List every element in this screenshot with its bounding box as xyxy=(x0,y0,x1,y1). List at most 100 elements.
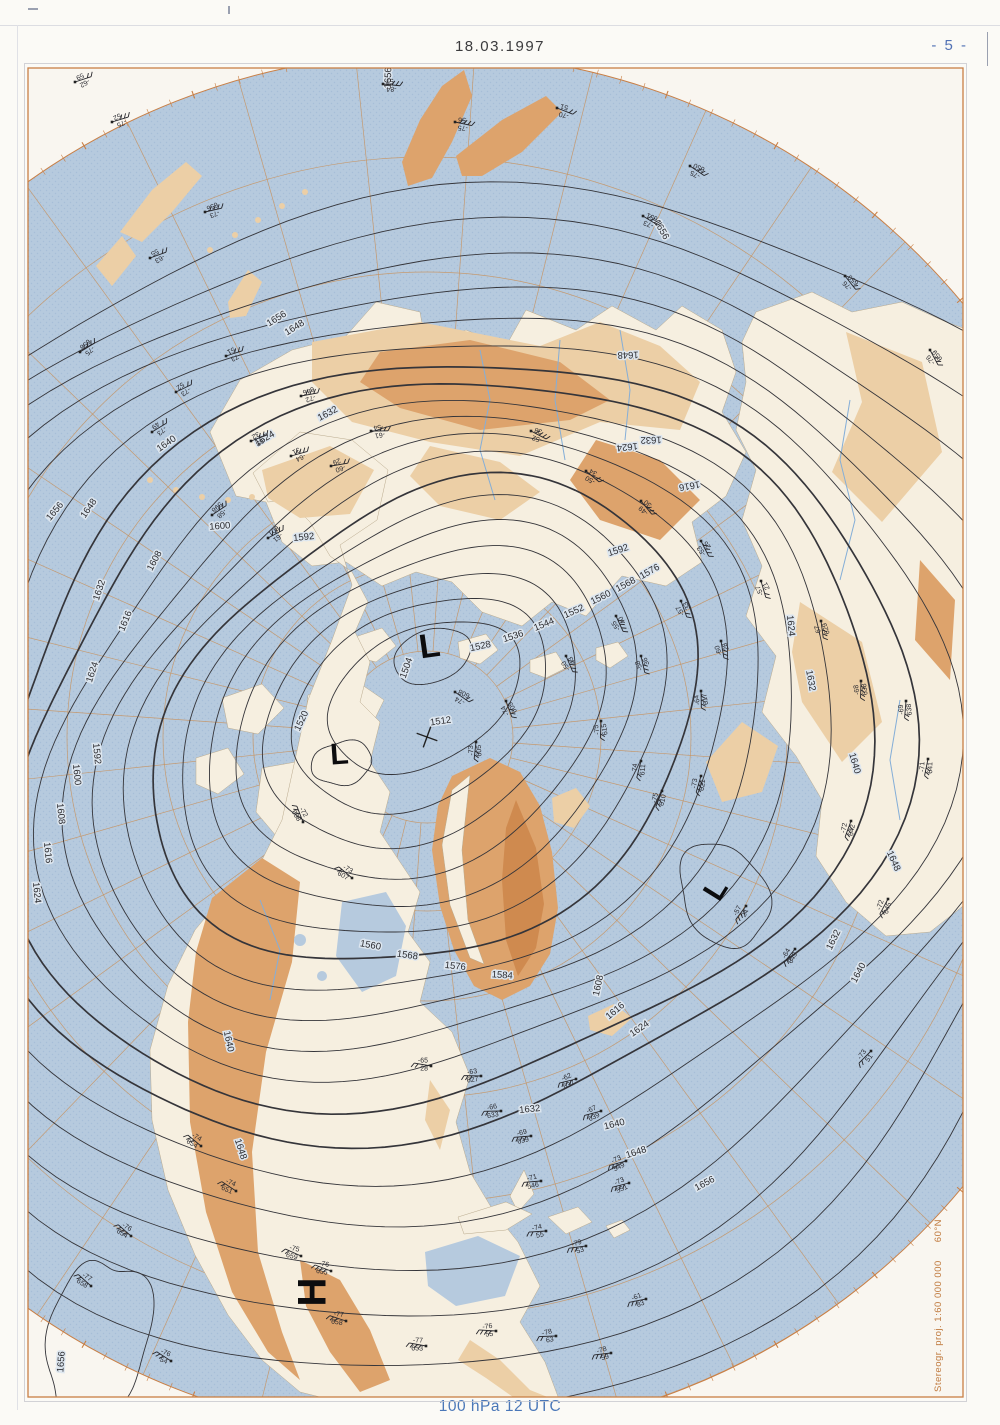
contour-closed-high xyxy=(44,1259,155,1397)
land-cuba xyxy=(457,1201,533,1235)
svg-text:-75: -75 xyxy=(689,169,701,180)
svg-text:-78: -78 xyxy=(596,1346,608,1356)
svg-text:655: 655 xyxy=(315,1268,328,1277)
contour-label-1600: 1600 xyxy=(70,764,83,786)
contour-label-1576: 1576 xyxy=(444,960,466,973)
contour-1552 xyxy=(182,494,668,933)
contour-1512 xyxy=(326,621,521,775)
svg-text:-67: -67 xyxy=(814,624,824,636)
svg-text:30: 30 xyxy=(643,498,654,508)
contour-1632 xyxy=(28,286,963,1271)
svg-text:-76: -76 xyxy=(925,353,937,365)
contour-1576 xyxy=(91,432,759,1022)
svg-text:-74: -74 xyxy=(190,1132,202,1143)
station-plot: -74 611 xyxy=(632,759,647,782)
contour-label-1656: 1656 xyxy=(55,1351,67,1373)
svg-text:-67: -67 xyxy=(586,1105,598,1116)
svg-text:610: 610 xyxy=(659,794,668,807)
svg-text:31: 31 xyxy=(291,445,301,455)
svg-text:43: 43 xyxy=(567,655,577,665)
svg-text:658: 658 xyxy=(331,1318,344,1327)
svg-text:-63: -63 xyxy=(153,253,165,264)
svg-text:-69: -69 xyxy=(898,704,906,715)
svg-text:639: 639 xyxy=(517,1136,530,1146)
svg-text:83: 83 xyxy=(636,1300,646,1309)
svg-text:-57: -57 xyxy=(675,604,686,616)
svg-text:608: 608 xyxy=(457,687,471,698)
svg-text:-75: -75 xyxy=(651,792,660,803)
registration-mark xyxy=(987,32,988,66)
svg-text:642: 642 xyxy=(848,824,857,837)
svg-text:-76: -76 xyxy=(121,1222,133,1233)
svg-text:-74: -74 xyxy=(454,695,466,706)
contour-1504 xyxy=(393,627,472,686)
svg-text:49: 49 xyxy=(150,420,161,430)
svg-text:-70: -70 xyxy=(558,110,569,119)
land-svalbard xyxy=(552,788,590,828)
land-novaya-zemlya xyxy=(706,722,778,802)
svg-text:-65: -65 xyxy=(254,436,266,447)
gulf-of-mexico xyxy=(425,1236,520,1306)
contour-label-1600: 1600 xyxy=(209,520,231,532)
svg-text:-71: -71 xyxy=(919,762,926,772)
svg-text:609: 609 xyxy=(507,700,519,714)
svg-text:55: 55 xyxy=(149,247,159,257)
svg-text:-79: -79 xyxy=(571,1239,583,1249)
svg-text:-72: -72 xyxy=(840,822,849,833)
svg-text:645: 645 xyxy=(883,902,893,915)
svg-text:25: 25 xyxy=(702,539,712,550)
svg-text:51: 51 xyxy=(226,345,236,355)
svg-text:653: 653 xyxy=(411,1345,423,1352)
svg-text:649: 649 xyxy=(787,951,799,965)
svg-text:639: 639 xyxy=(587,1112,601,1123)
land-kamchatka xyxy=(402,70,472,186)
svg-text:611: 611 xyxy=(639,764,647,776)
svg-text:-72: -72 xyxy=(304,393,316,403)
svg-text:-53: -53 xyxy=(696,544,708,556)
svg-text:654: 654 xyxy=(185,1138,199,1150)
contour-label-1616: 1616 xyxy=(41,842,54,864)
svg-text:-74: -74 xyxy=(632,763,640,774)
svg-text:-69: -69 xyxy=(516,1128,528,1137)
svg-text:56: 56 xyxy=(458,116,466,123)
svg-text:-72: -72 xyxy=(876,899,886,911)
page-number: - 5 - xyxy=(931,37,968,54)
contour-label-1624: 1624 xyxy=(616,440,638,453)
svg-text:-66: -66 xyxy=(486,1103,497,1112)
contour-label-1624: 1624 xyxy=(784,615,797,637)
svg-text:-61: -61 xyxy=(374,430,385,439)
svg-text:-75: -75 xyxy=(115,117,127,128)
svg-text:-72: -72 xyxy=(297,806,308,818)
contour-1560 xyxy=(152,471,699,960)
contour-label-1648: 1648 xyxy=(617,349,639,361)
svg-text:-61: -61 xyxy=(631,1292,643,1302)
svg-text:-60: -60 xyxy=(334,463,346,473)
svg-text:-61: -61 xyxy=(271,531,283,543)
contour-1648 xyxy=(28,216,963,1366)
projection-note: Stereogr. proj. 1:60 000 00060°N xyxy=(933,1219,944,1392)
svg-text:40: 40 xyxy=(617,615,627,625)
map-rim xyxy=(28,68,963,1397)
station-plot: -73 605 xyxy=(468,740,483,763)
svg-text:54: 54 xyxy=(373,423,382,431)
svg-text:-73: -73 xyxy=(643,218,655,228)
